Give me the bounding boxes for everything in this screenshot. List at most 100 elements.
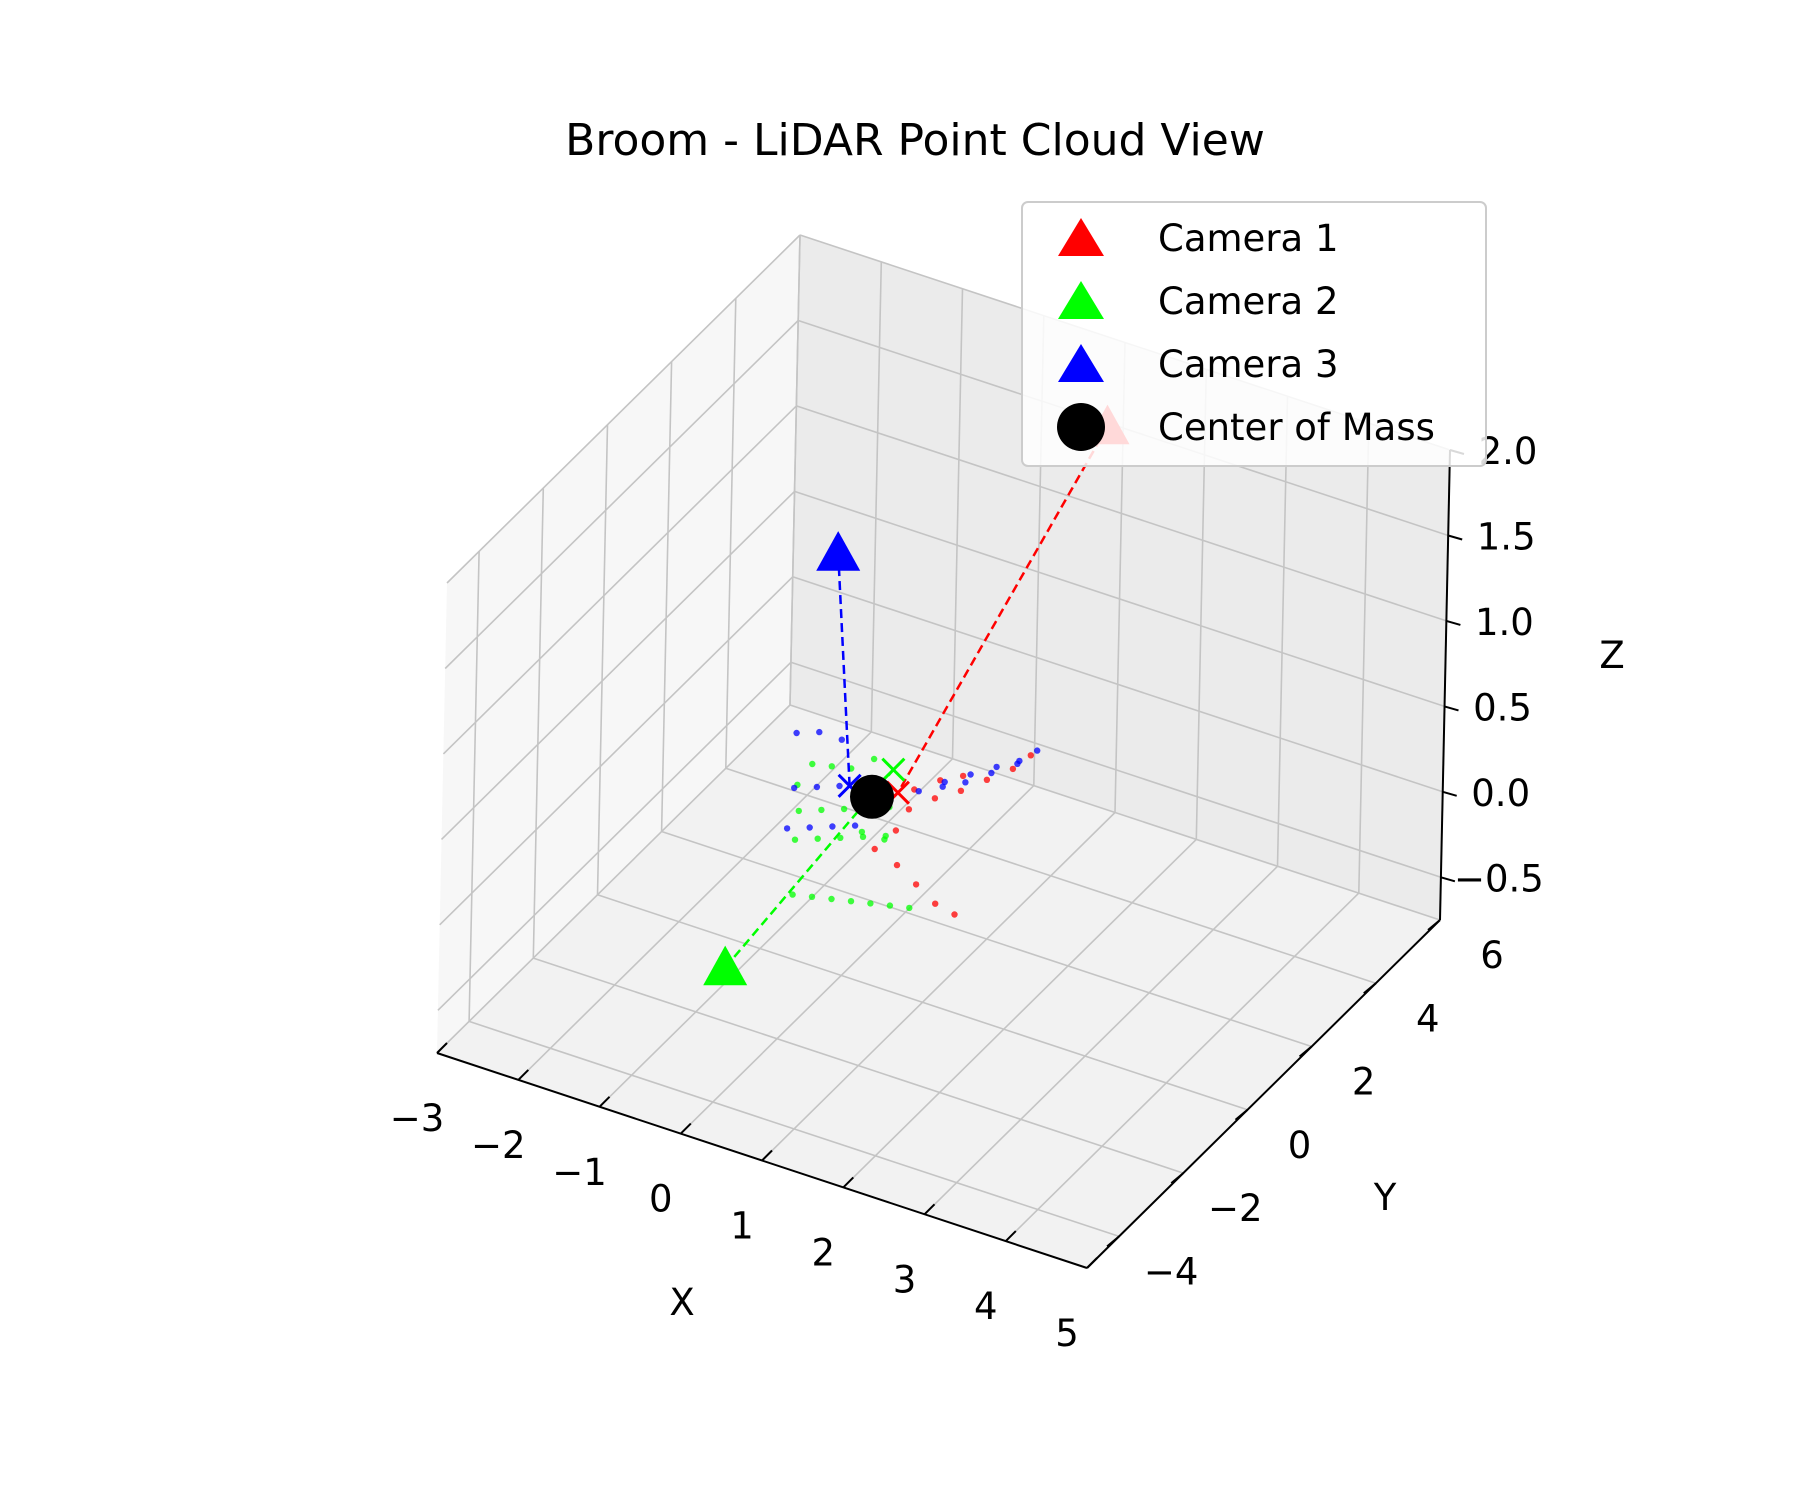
lidar-point [870,755,878,763]
camera-marker [816,531,861,571]
lidar-point [789,891,796,898]
x-tick [1005,1230,1017,1242]
lidar-point [837,834,844,841]
lidar-point [808,893,816,900]
y-tick [1170,1172,1184,1184]
lidar-point [893,861,901,869]
y-tick [1363,982,1377,995]
lidar-point [951,911,958,918]
gridline-z-left [440,490,796,840]
z-tick [1442,790,1457,797]
lidar-point [858,828,866,836]
gridline-y-floor [468,1020,1120,1238]
legend-marker-triangle [1058,344,1104,382]
z-tick [1444,705,1459,712]
lidar-point [816,728,823,736]
gridline-y-floor [597,894,1248,1111]
gridline-y-left [660,361,673,832]
z-tick-label: 2.0 [1479,430,1538,473]
lidar-point [783,825,791,832]
y-axis-label: Y [1373,1176,1397,1219]
x-tick [517,1069,530,1081]
y-tick [1427,919,1441,931]
lidar-point [818,806,825,814]
x-tick [680,1122,692,1135]
z-tick [1440,876,1456,883]
gridline-z-left [442,405,797,755]
lidar-point [886,902,894,909]
lidar-point [809,760,816,768]
left-pane [437,235,800,1053]
gridline-x-floor [923,865,1279,1215]
lidar-point [829,823,836,830]
x-axis-label: X [669,1281,694,1324]
lidar-point [988,769,995,777]
lidar-point [814,835,821,842]
center-of-mass-marker [850,774,894,819]
gridline-y-left [532,488,545,959]
lidar-point [813,783,821,791]
y-tick-label: −2 [1208,1187,1263,1230]
x-tick [923,1203,936,1216]
z-tick-label: 0.5 [1473,686,1532,729]
lidar-point [906,904,913,912]
x-tick-label: −1 [552,1151,607,1194]
gridline-y-floor [661,830,1312,1048]
z-tick [1446,619,1461,626]
gridline-z-left [446,234,801,584]
camera-ray [836,553,851,786]
gridline-y-left [725,298,737,769]
y-tick-label: 0 [1288,1124,1312,1167]
lidar-point [867,900,874,907]
lidar-point [915,788,922,795]
z-axis-line [1439,449,1451,921]
camera-target-marker [881,757,906,782]
gridline-y-left [789,234,801,706]
y-tick-label: 2 [1352,1061,1376,1104]
x-tick-label: 2 [812,1231,836,1274]
y-tick [1298,1045,1313,1058]
gridlines [436,234,1451,1269]
x-tick-label: 3 [893,1258,917,1301]
lidar-point [836,782,843,790]
x-tick [598,1096,611,1108]
x-tick [761,1149,773,1162]
gridline-x-back [1358,423,1370,894]
camera-marker [703,945,748,986]
gridline-y-floor [725,767,1377,985]
legend-label: Center of Mass [1158,406,1435,449]
lidar-point [939,783,946,790]
lidar-point [795,807,802,815]
legend: Camera 1 Camera 2 Camera 3 Center of Mass [1021,201,1487,467]
lidar-point [962,779,969,786]
lidar-point [840,805,848,813]
lidar-point [993,763,1000,771]
legend-box [1021,201,1487,467]
y-tick-label: 4 [1416,997,1440,1040]
lidar-point [828,763,835,770]
lidar-point [957,787,965,794]
gridline-x-floor [1005,892,1360,1242]
gridline-x-floor [517,731,872,1081]
gridline-x-floor [680,785,1035,1135]
lidar-point [806,824,813,831]
lidar-point [1014,760,1021,767]
gridline-x-back [951,288,964,759]
y-tick [1106,1235,1120,1248]
gridline-z-left [439,576,794,926]
x-tick-label: 1 [730,1205,754,1248]
lidar-point [1009,765,1017,773]
lidar-point [967,771,974,778]
lidar-point [892,827,900,834]
lidar-point [931,795,939,802]
lidar-point [983,776,991,783]
lidar-point [871,845,878,853]
z-tick [1447,534,1463,541]
z-tick-label: 1.0 [1475,601,1534,644]
gridline-x-floor [436,704,791,1054]
chart-title: Broom - LiDAR Point Cloud View [565,115,1265,166]
legend-label: Camera 1 [1158,217,1339,260]
lidar-point [793,729,800,737]
